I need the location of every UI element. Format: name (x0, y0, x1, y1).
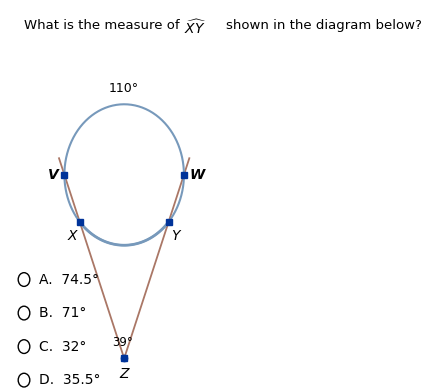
Text: C.  32°: C. 32° (38, 340, 86, 354)
Text: D.  35.5°: D. 35.5° (38, 373, 100, 387)
Text: B.  71°: B. 71° (38, 306, 86, 320)
Text: $\widehat{XY}$: $\widehat{XY}$ (184, 19, 207, 37)
Text: A.  74.5°: A. 74.5° (38, 273, 99, 287)
Text: shown in the diagram below?: shown in the diagram below? (226, 19, 422, 32)
Text: 39°: 39° (112, 336, 133, 349)
Text: W: W (190, 168, 205, 182)
Text: 110°: 110° (109, 82, 139, 95)
Text: V: V (48, 168, 59, 182)
Text: X: X (68, 229, 77, 243)
Text: What is the measure of: What is the measure of (24, 19, 180, 32)
Text: Z: Z (119, 366, 129, 380)
Text: Y: Y (171, 229, 180, 243)
